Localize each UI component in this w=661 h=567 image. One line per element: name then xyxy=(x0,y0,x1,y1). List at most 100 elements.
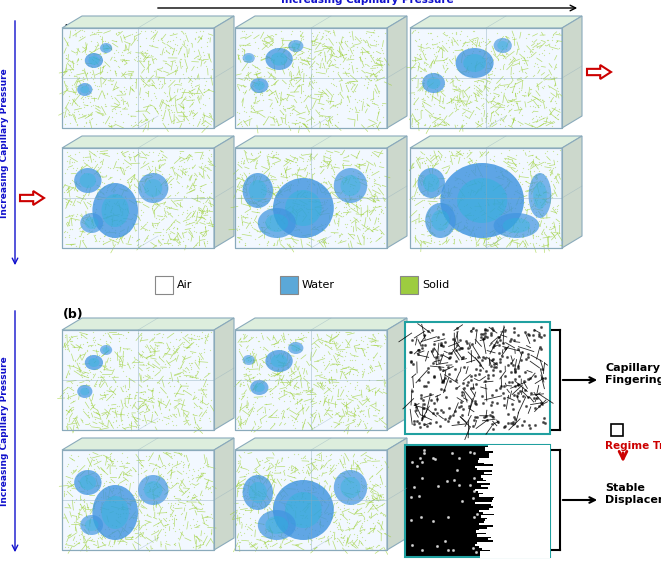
Point xyxy=(523,222,533,231)
Point xyxy=(236,414,247,424)
Point xyxy=(289,524,299,534)
Point xyxy=(126,111,137,120)
Point xyxy=(63,369,74,378)
Point xyxy=(85,420,96,429)
Polygon shape xyxy=(235,450,387,550)
Point xyxy=(63,332,74,341)
Point xyxy=(377,452,387,461)
Point xyxy=(239,363,250,372)
Ellipse shape xyxy=(292,43,300,49)
Point xyxy=(352,187,362,196)
Point xyxy=(274,101,285,110)
Point xyxy=(347,105,358,114)
Polygon shape xyxy=(62,318,234,330)
Point xyxy=(200,100,210,109)
Point xyxy=(364,375,374,384)
Point xyxy=(89,150,100,159)
Point xyxy=(260,87,271,96)
Point xyxy=(477,147,487,156)
Point xyxy=(452,221,463,230)
Point xyxy=(323,497,334,506)
Point xyxy=(81,502,92,511)
Point xyxy=(415,66,426,75)
Point xyxy=(376,460,387,469)
Point xyxy=(240,416,251,425)
Point xyxy=(483,35,493,44)
Point xyxy=(108,484,118,493)
Point xyxy=(97,36,108,45)
Point xyxy=(102,523,113,532)
Point xyxy=(428,108,438,117)
Point xyxy=(149,103,160,112)
Point xyxy=(86,399,97,408)
Point xyxy=(163,100,173,109)
Point xyxy=(167,421,178,430)
Point xyxy=(85,201,96,210)
Point xyxy=(176,106,186,115)
Point xyxy=(544,181,555,190)
Point xyxy=(198,48,208,57)
Point xyxy=(530,372,541,381)
Point xyxy=(247,28,257,37)
Point xyxy=(195,543,206,552)
Point xyxy=(356,36,367,45)
Point xyxy=(304,169,315,178)
Point xyxy=(282,521,293,530)
Point xyxy=(240,521,251,530)
Point xyxy=(142,538,153,547)
Point xyxy=(547,219,557,228)
Point xyxy=(531,189,541,198)
Point xyxy=(285,337,295,346)
Point xyxy=(255,456,266,466)
Ellipse shape xyxy=(423,174,440,192)
Point xyxy=(165,478,176,487)
Point xyxy=(169,65,180,74)
Point xyxy=(341,80,352,89)
Point xyxy=(172,171,182,180)
Point xyxy=(164,404,175,413)
Point xyxy=(319,189,330,198)
Point xyxy=(326,179,336,188)
Point xyxy=(147,386,157,395)
Point xyxy=(418,190,428,199)
Point xyxy=(422,77,433,86)
Point xyxy=(280,492,290,501)
Point xyxy=(532,195,543,204)
Point xyxy=(457,76,467,85)
Point xyxy=(342,341,352,350)
Point xyxy=(323,239,333,248)
Point xyxy=(461,118,471,127)
Point xyxy=(414,45,424,54)
Point xyxy=(275,335,286,344)
Point xyxy=(105,214,116,223)
Point xyxy=(78,98,89,107)
Point xyxy=(153,500,163,509)
Point xyxy=(541,172,551,181)
Point xyxy=(276,27,287,36)
Point xyxy=(356,333,366,342)
Point xyxy=(254,527,265,536)
Point xyxy=(296,201,307,210)
Point xyxy=(290,498,300,507)
Point xyxy=(91,454,102,463)
Point xyxy=(356,539,366,548)
Point xyxy=(333,328,344,337)
Point xyxy=(295,453,306,462)
Point xyxy=(67,466,78,475)
Point xyxy=(100,409,111,418)
Point xyxy=(309,118,319,127)
Point xyxy=(288,180,298,189)
Point xyxy=(141,153,151,162)
Point xyxy=(79,121,90,130)
Point xyxy=(276,170,287,179)
Point xyxy=(491,399,502,408)
Point xyxy=(461,52,472,61)
Point xyxy=(342,64,353,73)
Point xyxy=(183,491,194,500)
Point xyxy=(307,170,318,179)
Point xyxy=(441,38,451,47)
Point xyxy=(243,489,254,498)
Point xyxy=(539,119,550,128)
Point xyxy=(263,458,274,467)
Point xyxy=(273,223,284,232)
